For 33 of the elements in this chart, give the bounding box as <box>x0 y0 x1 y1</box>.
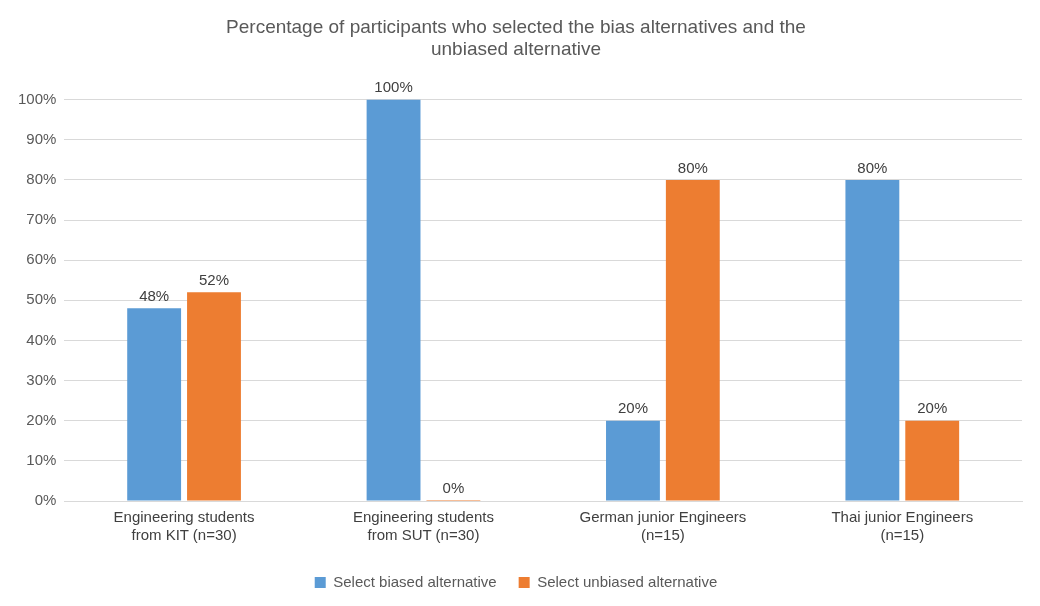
bar <box>366 99 421 501</box>
y-tick-label: 20% <box>26 410 57 428</box>
y-tick-label: 0% <box>34 491 57 509</box>
x-tick-label: Thai junior Engineers (n=15) <box>831 508 974 544</box>
y-tick-label: 60% <box>26 250 57 268</box>
bar <box>187 292 241 501</box>
bar <box>665 179 720 501</box>
data-label: 0% <box>442 478 465 496</box>
data-label: 80% <box>857 158 888 176</box>
y-tick-label: 70% <box>26 210 57 228</box>
y-tick-label: 100% <box>17 89 57 107</box>
y-tick-label: 90% <box>26 129 57 147</box>
y-tick-label: 80% <box>26 170 57 188</box>
legend-label: Select unbiased alternative <box>537 572 718 590</box>
bar <box>606 420 660 501</box>
chart-title: Percentage of participants who selected the bias alternatives and the unbiased alternative <box>226 15 806 60</box>
x-tick-label: Engineering students from KIT (n=30) <box>113 508 255 544</box>
data-label: 52% <box>198 270 230 288</box>
data-label: 100% <box>374 78 413 96</box>
bar <box>127 308 182 501</box>
data-label: 20% <box>617 399 648 417</box>
bar <box>905 420 960 501</box>
y-tick-label: 50% <box>26 290 57 308</box>
data-label: 20% <box>917 399 948 417</box>
y-tick-label: 10% <box>26 451 57 468</box>
y-tick-label: 40% <box>26 330 57 348</box>
x-tick-label: German junior Engineers (n=15) <box>579 508 747 544</box>
legend-label: Select biased alternative <box>333 572 497 590</box>
data-label: 48% <box>139 286 170 304</box>
data-label: 80% <box>677 158 708 176</box>
y-tick-label: 30% <box>26 370 57 388</box>
x-tick-label: Engineering students from SUT (n=30) <box>353 508 494 544</box>
bar <box>845 179 900 501</box>
